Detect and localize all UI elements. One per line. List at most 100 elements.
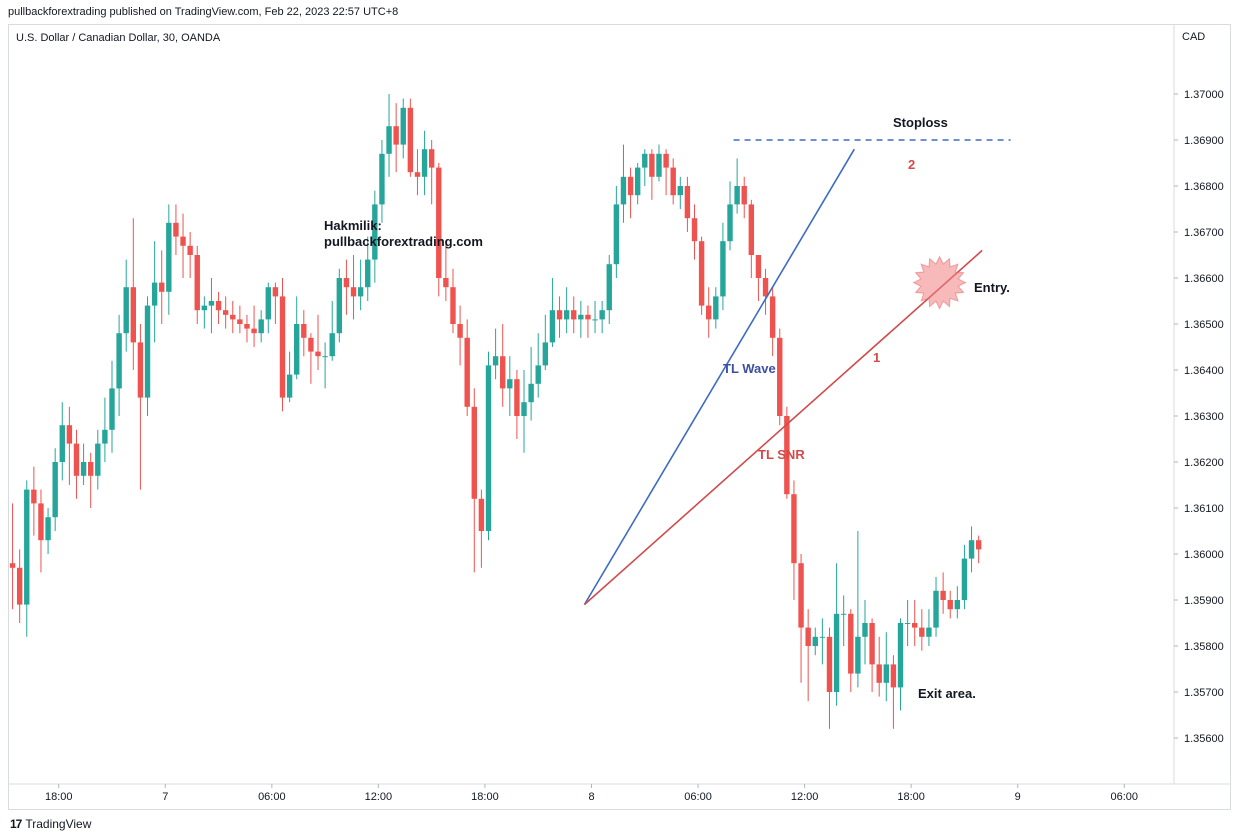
time-tick-label: 06:00 xyxy=(1111,791,1139,803)
price-tick-label: 1.35600 xyxy=(1184,733,1224,745)
candle-body xyxy=(279,296,286,398)
candle-body xyxy=(251,328,257,334)
candle-body xyxy=(180,236,186,246)
price-tick-label: 1.36000 xyxy=(1184,549,1224,561)
candle-body xyxy=(748,204,755,255)
candle-body xyxy=(777,337,783,416)
candle-body xyxy=(762,278,769,297)
publisher-header: pullbackforextrading published on Tradin… xyxy=(8,6,399,18)
candle-body xyxy=(230,314,236,320)
candle-body xyxy=(514,379,520,416)
candle-body xyxy=(656,153,662,177)
time-tick-label: 7 xyxy=(162,791,168,803)
candle-body xyxy=(464,337,470,407)
footer-brand[interactable]: 17 TradingView xyxy=(10,817,91,831)
time-tick-label: 18:00 xyxy=(897,791,925,803)
candle-body xyxy=(556,310,563,320)
candle-body xyxy=(528,383,534,403)
candle-body xyxy=(805,627,811,646)
exit-area-label: Exit area. xyxy=(918,686,976,701)
candle-body xyxy=(734,186,740,205)
candle-body xyxy=(975,540,982,550)
candle-body xyxy=(890,664,897,688)
candle-body xyxy=(59,425,65,462)
candle-body xyxy=(691,218,698,242)
candle-body xyxy=(194,255,200,311)
candle-body xyxy=(848,613,854,674)
candle-body xyxy=(542,342,549,366)
candle-body xyxy=(904,623,911,624)
price-tick-label: 1.36100 xyxy=(1184,503,1224,515)
candle-body xyxy=(436,167,442,278)
candle-body xyxy=(372,204,378,260)
candle-body xyxy=(507,379,513,389)
candle-body xyxy=(301,324,307,338)
candle-body xyxy=(272,287,279,297)
price-tick-label: 1.35900 xyxy=(1184,595,1224,607)
price-tick-label: 1.36600 xyxy=(1184,273,1224,285)
candle-body xyxy=(144,305,151,398)
candle-body xyxy=(862,623,868,637)
time-axis[interactable]: 18:00 7 06:00 12:00 18:00 8 06:00 12:00 18:00 9 06… xyxy=(45,784,1138,803)
candle-body xyxy=(116,333,122,389)
candle-body xyxy=(215,301,222,311)
candle-body xyxy=(201,305,208,311)
candle-body xyxy=(95,443,101,476)
point-2-label: 2 xyxy=(908,157,915,172)
candle-body xyxy=(755,255,762,278)
candle-body xyxy=(706,305,712,320)
candle-body xyxy=(684,186,691,219)
candle-body xyxy=(869,623,875,665)
candle-body xyxy=(137,342,144,398)
candle-body xyxy=(130,287,137,343)
candle-body xyxy=(400,107,406,145)
candle-body xyxy=(563,310,570,320)
candle-body xyxy=(883,664,890,683)
price-tick-label: 1.35800 xyxy=(1184,641,1224,653)
candle-body xyxy=(258,319,264,334)
candle-body xyxy=(159,282,165,292)
candle-body xyxy=(897,623,904,688)
candle-body xyxy=(485,365,492,531)
candle-body xyxy=(24,489,30,605)
candle-body xyxy=(876,664,882,683)
candle-body xyxy=(798,563,804,628)
candle-body xyxy=(336,278,343,334)
candle-body xyxy=(933,590,939,628)
time-tick-label: 18:00 xyxy=(45,791,73,803)
candle-body xyxy=(52,462,58,518)
candle-body xyxy=(599,310,605,320)
candle-body xyxy=(812,636,818,646)
candle-body xyxy=(535,365,541,384)
price-axis[interactable]: 1.37000 1.36900 1.36800 1.36700 1.36600 1.365… xyxy=(1174,89,1224,745)
price-tick-label: 1.36400 xyxy=(1184,365,1224,377)
chart-panel[interactable] xyxy=(8,24,1231,810)
tl-snr-label: TL SNR xyxy=(758,447,805,462)
candle-body xyxy=(727,204,733,242)
time-tick-label: 18:00 xyxy=(471,791,499,803)
symbol-legend: U.S. Dollar / Canadian Dollar, 30, OANDA xyxy=(16,32,221,44)
candle-body xyxy=(855,636,861,674)
entry-label: Entry. xyxy=(974,280,1010,295)
candle-body xyxy=(578,314,584,320)
candle-body xyxy=(826,636,833,692)
candle-body xyxy=(414,172,421,177)
candle-body xyxy=(947,600,953,610)
candle-body xyxy=(791,494,797,564)
trend-drawings xyxy=(583,139,1011,606)
candle-body xyxy=(677,186,683,196)
candle-body xyxy=(649,153,655,177)
point-1-label: 1 xyxy=(873,350,880,365)
candle-body xyxy=(123,287,129,334)
time-tick-label: 06:00 xyxy=(258,791,286,803)
candle-body xyxy=(407,107,414,173)
candle-body xyxy=(642,153,648,168)
time-tick-label: 9 xyxy=(1015,791,1021,803)
candle-body xyxy=(784,416,790,495)
candle-body xyxy=(393,126,399,145)
candle-body xyxy=(173,222,179,237)
price-tick-label: 1.36300 xyxy=(1184,411,1224,423)
candle-body xyxy=(66,425,73,444)
watermark-line1: Hakmilik: xyxy=(324,218,382,233)
